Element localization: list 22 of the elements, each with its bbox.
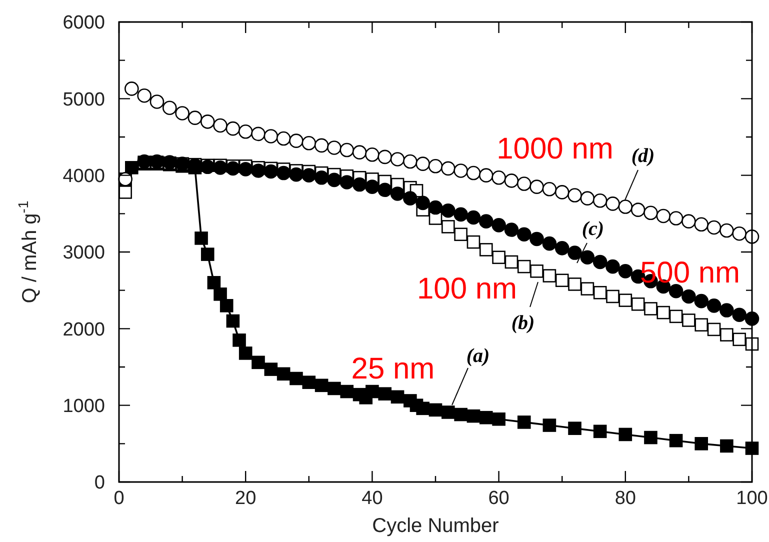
annotation: 100 nm [416,272,518,306]
annotation: (d) [631,145,655,167]
y-tick-label: 3000 [62,242,105,264]
x-tick-label: 60 [488,488,510,509]
annotation: 25 nm [351,352,435,386]
x-tick-label: 80 [614,488,636,509]
x-tick-label: 40 [362,488,383,509]
x-tick-label: 0 [114,488,124,509]
y-tick-label: 2000 [62,319,105,340]
y-tick-label: 1000 [62,396,105,417]
y-tick-label: 6000 [62,12,105,34]
x-tick-label: 100 [736,488,768,509]
x-axis-title: Cycle Number [372,515,500,537]
y-tick-label: 5000 [62,89,105,110]
annotation: 1000 nm [496,132,614,166]
y-tick-label: 0 [94,472,105,494]
x-tick-label: 20 [235,488,256,509]
annotation: (a) [466,345,490,367]
y-tick-label: 4000 [62,166,105,187]
annotation: (c) [582,218,604,240]
annotation: (b) [511,312,535,334]
annotation: 500 nm [640,256,740,290]
